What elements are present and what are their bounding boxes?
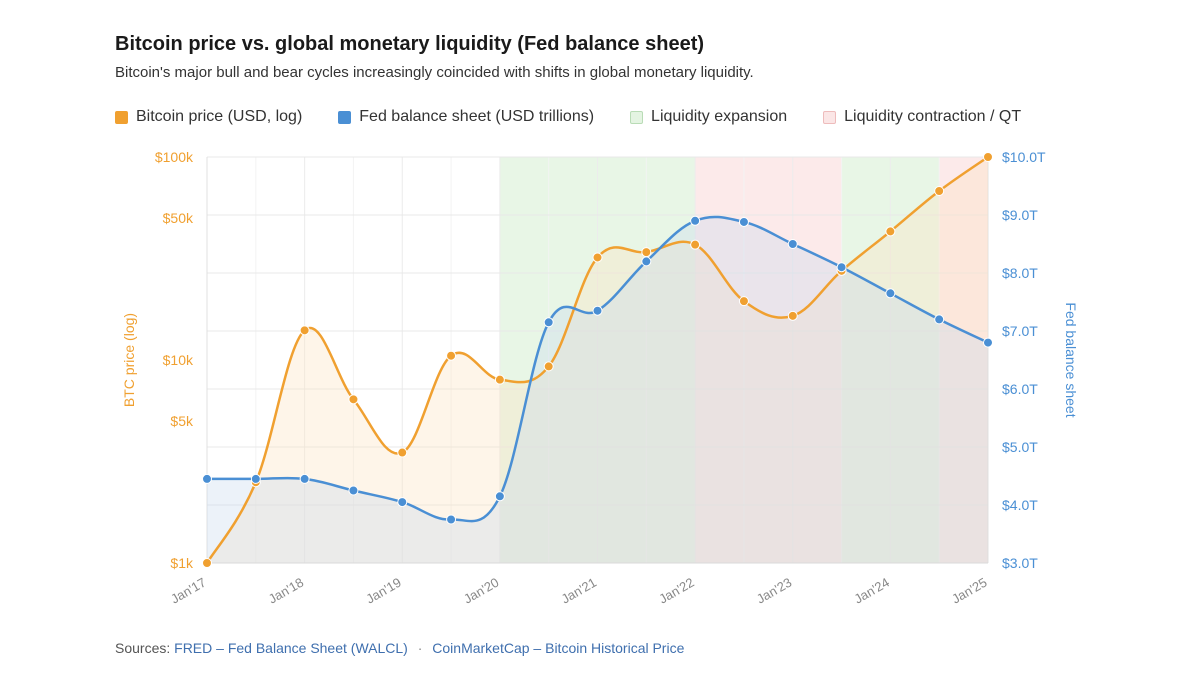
y-right-tick-label: $10.0T [1002,149,1046,165]
point-btc-10 [690,239,701,250]
point-btc-7 [543,361,554,372]
point-fed-16 [983,337,993,348]
x-tick-label: Jan'24 [852,575,892,607]
area-fed [207,216,988,563]
source-link-coinmarketcap[interactable]: CoinMarketCap – Bitcoin Historical Price [432,640,685,656]
y-right-tick-label: $8.0T [1002,265,1038,281]
sources-separator: · [417,640,423,656]
point-fed-9 [641,256,652,267]
source-link-fred[interactable]: FRED – Fed Balance Sheet (WALCL) [174,640,408,656]
y-left-tick-label: $100k [155,149,194,165]
point-btc-5 [446,350,457,361]
y-right-tick-label: $7.0T [1002,323,1038,339]
sources-line: Sources: FRED – Fed Balance Sheet (WALCL… [115,640,684,656]
x-tick-label: Jan'22 [656,575,696,607]
legend: Bitcoin price (USD, log) Fed balance shee… [115,106,1057,128]
x-tick-label: Jan'18 [266,575,306,607]
point-btc-9 [641,247,652,258]
y-right-tick-label: $5.0T [1002,439,1038,455]
point-fed-7 [543,317,554,328]
y-right-tick-label: $4.0T [1002,497,1038,513]
legend-swatch [338,110,352,124]
legend-swatch [115,110,128,124]
legend-item-fed[interactable]: Fed balance sheet (USD trillions) [338,108,594,126]
legend-label: Liquidity contraction / QT [844,108,1022,125]
point-btc-15 [934,186,945,197]
point-btc-16 [983,152,993,162]
y-right-tick-label: $6.0T [1002,381,1038,397]
legend-label: Fed balance sheet (USD trillions) [359,108,595,125]
legend-item-expansion[interactable]: Liquidity expansion [630,108,787,126]
point-btc-12 [787,310,798,321]
point-btc-11 [738,296,749,307]
y-left-tick-label: $50k [163,210,194,226]
point-fed-0 [202,473,212,484]
point-fed-5 [446,514,457,525]
point-btc-14 [885,226,896,237]
point-btc-3 [348,394,359,405]
point-btc-2 [299,325,310,336]
x-tick-label: Jan'25 [949,575,989,607]
legend-swatch [630,110,644,124]
x-tick-label: Jan'19 [363,575,403,607]
point-fed-6 [494,491,505,502]
point-fed-14 [885,288,896,299]
legend-label: Bitcoin price (USD, log) [136,108,303,125]
point-fed-8 [592,305,603,316]
legend-label: Liquidity expansion [651,108,788,125]
x-tick-label: Jan'17 [168,575,208,607]
y-left-tick-label: $1k [170,555,194,571]
point-btc-0 [202,558,212,568]
legend-swatch [823,110,837,124]
point-fed-15 [934,314,945,325]
y-left-axis-title: BTC price (log) [121,313,137,407]
point-fed-1 [250,473,261,484]
legend-item-contraction[interactable]: Liquidity contraction / QT [823,108,1021,126]
point-fed-3 [348,485,359,496]
point-fed-2 [299,473,310,484]
point-fed-4 [397,497,408,508]
shaded-region-contraction [695,157,842,563]
x-tick-label: Jan'20 [461,575,501,607]
point-fed-10 [690,215,701,226]
chart-subtitle: Bitcoin's major bull and bear cycles inc… [115,64,754,81]
point-btc-4 [397,447,408,458]
legend-item-bitcoin[interactable]: Bitcoin price (USD, log) [115,108,302,126]
y-left-tick-label: $10k [163,352,194,368]
area-btc [207,157,988,563]
point-fed-11 [738,216,749,227]
sources-prefix: Sources: [115,640,171,656]
shaded-region-contraction [939,157,988,563]
point-btc-8 [592,252,603,263]
y-right-tick-label: $9.0T [1002,207,1038,223]
x-tick-label: Jan'23 [754,575,794,607]
y-left-tick-label: $5k [170,413,194,429]
point-btc-6 [494,374,505,385]
x-tick-label: Jan'21 [559,575,599,607]
y-right-tick-label: $3.0T [1002,555,1038,571]
point-fed-12 [787,239,798,249]
point-fed-13 [836,262,847,273]
y-right-axis-title: Fed balance sheet [1063,302,1079,417]
chart-title: Bitcoin price vs. global monetary liquid… [115,33,705,55]
